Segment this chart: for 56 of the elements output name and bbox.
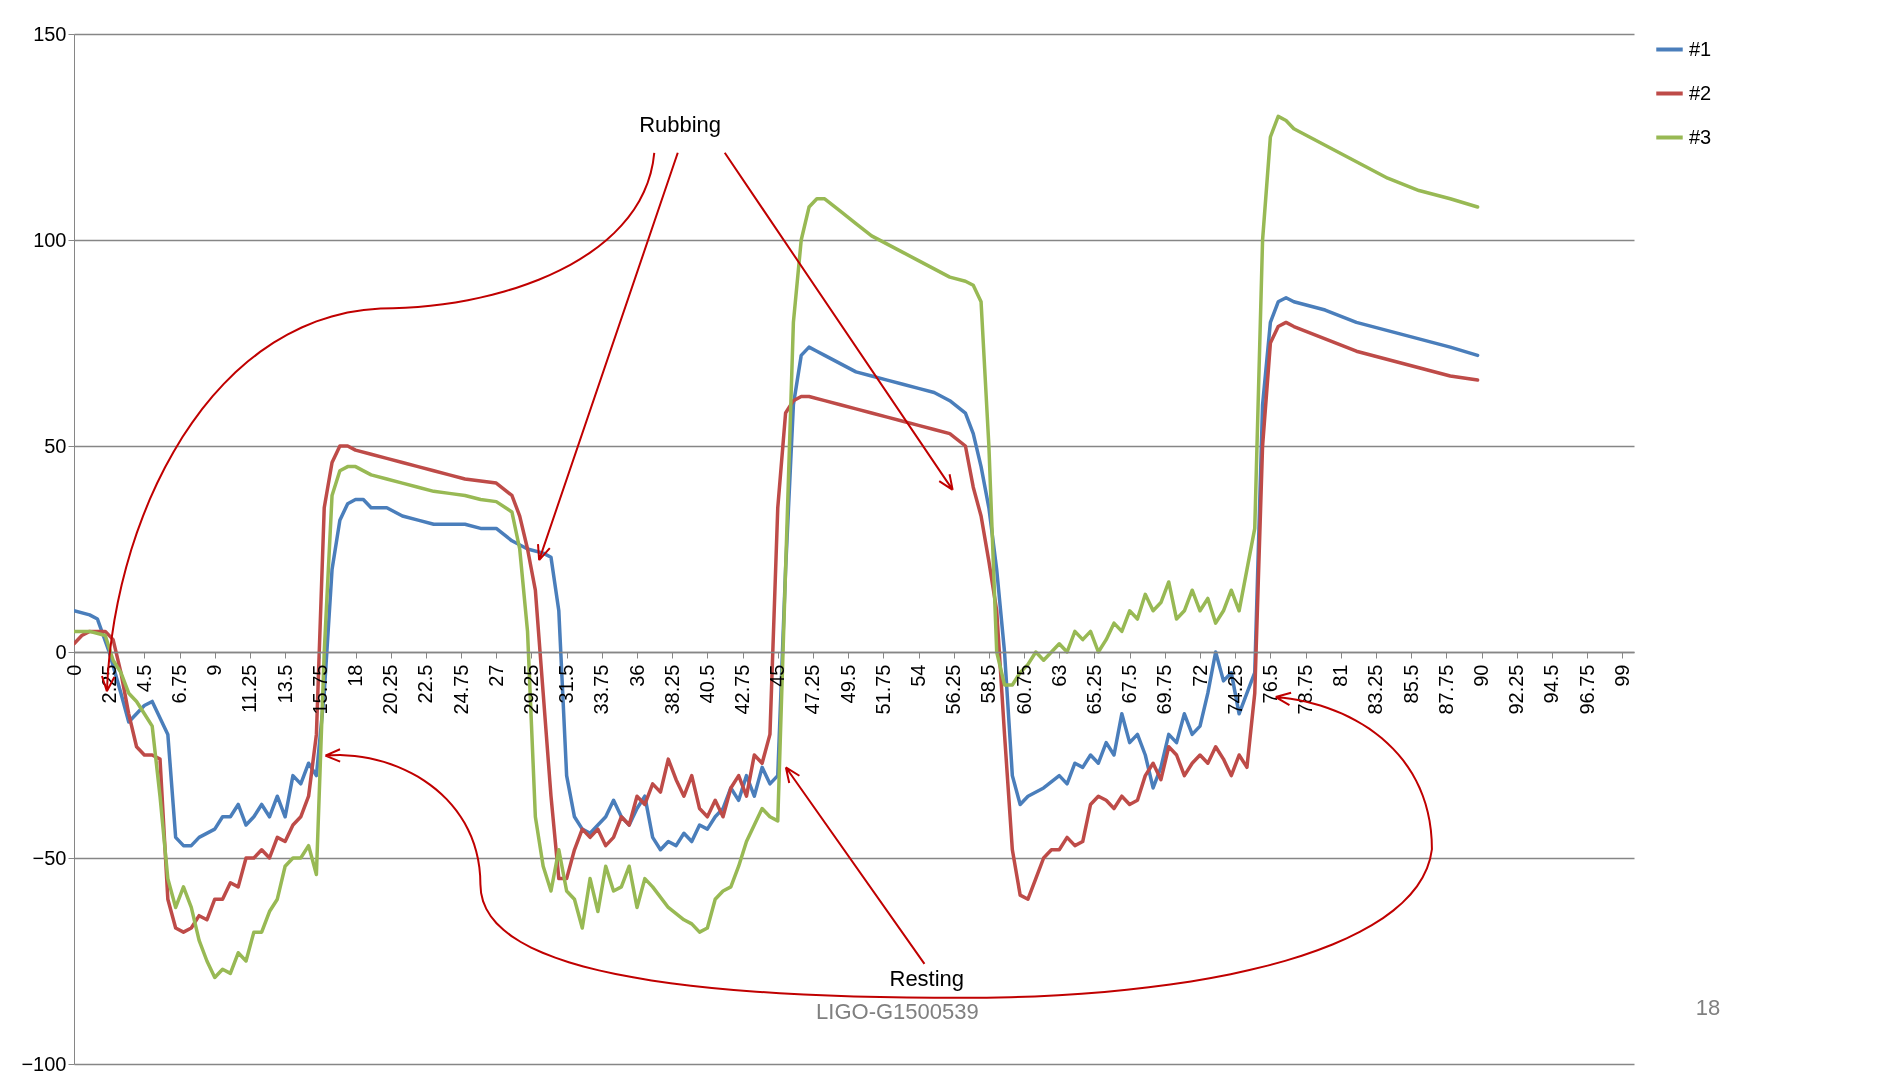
x-tick-label: 38.25 — [660, 664, 683, 715]
y-tick-label: −100 — [21, 1052, 67, 1075]
x-tick-label: 94.5 — [1540, 664, 1563, 704]
x-tick-label: 99 — [1610, 664, 1633, 687]
x-tick-label: 42.75 — [731, 664, 754, 715]
x-tick-label: 29.25 — [519, 664, 542, 715]
x-tick-label: 60.75 — [1012, 664, 1035, 715]
y-tick-label: 50 — [44, 434, 67, 457]
legend-label: #1 — [1689, 37, 1712, 60]
x-tick-label: 9 — [203, 664, 226, 676]
x-tick-label: 24.75 — [449, 664, 472, 715]
x-tick-label: 45 — [766, 664, 789, 687]
annotation: Rubbing — [639, 111, 722, 137]
x-tick-label: 4.5 — [132, 664, 155, 693]
legend-label: #3 — [1689, 125, 1712, 148]
annotation: Resting — [889, 966, 965, 992]
x-tick-label: 56.25 — [942, 664, 965, 715]
x-tick-label: 96.75 — [1575, 664, 1598, 715]
text: 18 — [1695, 995, 1721, 1021]
x-tick-label: 0 — [62, 664, 85, 676]
x-tick-label: 63 — [1047, 664, 1070, 687]
x-tick-label: 83.25 — [1364, 664, 1387, 715]
legend-label: #2 — [1689, 81, 1712, 104]
x-tick-label: 15.75 — [308, 664, 331, 715]
x-tick-label: 69.75 — [1153, 664, 1176, 715]
x-tick-label: 31.5 — [555, 664, 578, 704]
y-tick-label: 100 — [33, 228, 67, 251]
x-tick-label: 40.5 — [695, 664, 718, 704]
x-tick-label: 78.75 — [1294, 664, 1317, 715]
y-tick-label: −50 — [32, 846, 67, 869]
annotation: LIGO-G1500539 — [816, 998, 979, 1024]
x-tick-label: 22.5 — [414, 664, 437, 704]
x-tick-label: 36 — [625, 664, 648, 687]
x-tick-label: 92.25 — [1505, 664, 1528, 715]
x-tick-label: 54 — [907, 664, 930, 687]
x-tick-label: 65.25 — [1082, 664, 1105, 715]
x-tick-label: 18 — [344, 664, 366, 687]
x-tick-label: 85.5 — [1399, 664, 1422, 704]
y-tick-label: 150 — [33, 22, 67, 45]
x-tick-label: 6.75 — [168, 664, 191, 704]
x-tick-label: 67.5 — [1118, 664, 1141, 704]
x-tick-label: 87.75 — [1434, 664, 1457, 715]
x-tick-label: 74.25 — [1223, 664, 1246, 715]
x-tick-label: 49.5 — [836, 664, 859, 704]
x-tick-label: 72 — [1188, 664, 1211, 687]
x-tick-label: 51.75 — [871, 664, 894, 715]
x-tick-label: 13.5 — [273, 664, 296, 704]
x-tick-label: 47.25 — [801, 664, 824, 715]
x-tick-label: 27 — [484, 664, 507, 687]
x-tick-label: 76.5 — [1258, 664, 1281, 704]
x-tick-label: 90 — [1470, 664, 1493, 687]
x-tick-label: 33.75 — [590, 664, 613, 715]
x-tick-label: 20.25 — [379, 664, 402, 715]
x-tick-label: 11.25 — [238, 664, 261, 714]
x-tick-label: 58.5 — [977, 664, 1000, 704]
x-tick-label: 81 — [1329, 664, 1352, 687]
